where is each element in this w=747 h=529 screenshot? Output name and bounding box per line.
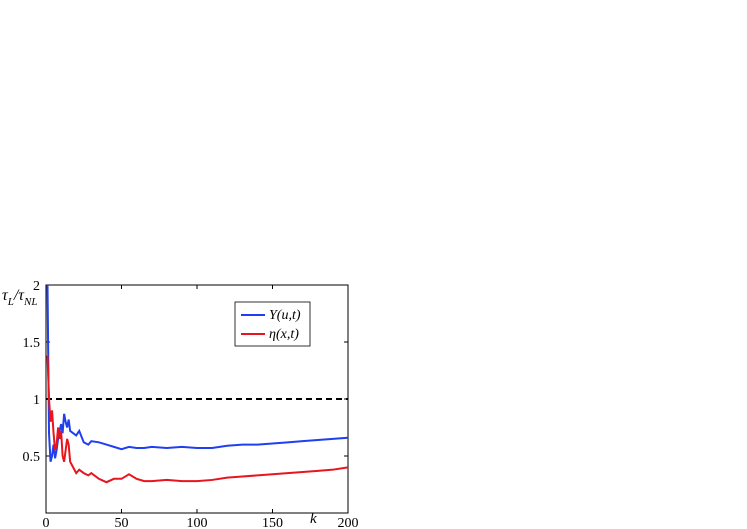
y-tick-label: 1.5: [23, 336, 41, 351]
y-label-part: L: [7, 296, 14, 308]
series-line: [46, 285, 348, 462]
x-tick-label: 50: [115, 516, 129, 529]
legend-label: η(x,t): [269, 327, 299, 342]
series-line: [46, 355, 348, 484]
y-label-part: /τ: [13, 287, 25, 304]
y-axis-label: τL/τNL: [2, 287, 38, 308]
y-tick-label: 1: [33, 393, 40, 408]
y-tick-label: 0.5: [23, 450, 41, 465]
y-tick-label: 2: [33, 279, 40, 294]
legend-box: [234, 301, 311, 347]
x-tick-label: 0: [43, 516, 50, 529]
y-label-part: NL: [23, 296, 37, 308]
x-tick-label: 150: [262, 516, 283, 529]
legend-label: Y(u,t): [269, 308, 301, 323]
x-tick-label: 100: [187, 516, 208, 529]
x-axis-label: k: [310, 511, 317, 527]
x-tick-label: 200: [338, 516, 359, 529]
y-label-part: τ: [2, 287, 9, 304]
